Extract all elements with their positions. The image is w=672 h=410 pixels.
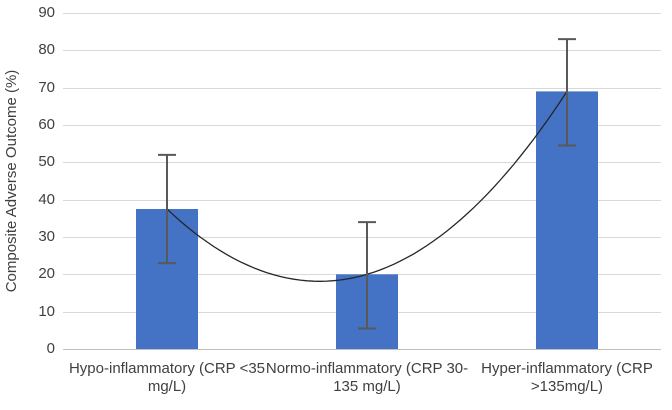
x-category-label: Hyper-inflammatory (CRP >135mg/L) — [481, 360, 653, 395]
y-tick-label: 20 — [38, 265, 55, 283]
y-tick-label: 0 — [46, 340, 55, 357]
y-tick-label: 40 — [38, 190, 55, 208]
y-tick-label: 30 — [38, 228, 55, 245]
y-tick-label: 50 — [38, 153, 55, 171]
y-tick-label: 80 — [38, 41, 55, 59]
y-tick-label: 10 — [38, 302, 55, 320]
x-category-label: Normo-inflammatory (CRP 30-135 mg/L) — [265, 360, 469, 395]
y-tick-label: 70 — [38, 78, 55, 96]
x-category-label: Hypo-inflammatory (CRP <35 mg/L) — [68, 360, 266, 395]
y-tick-label: 60 — [38, 116, 55, 133]
y-tick-label: 90 — [38, 4, 55, 21]
